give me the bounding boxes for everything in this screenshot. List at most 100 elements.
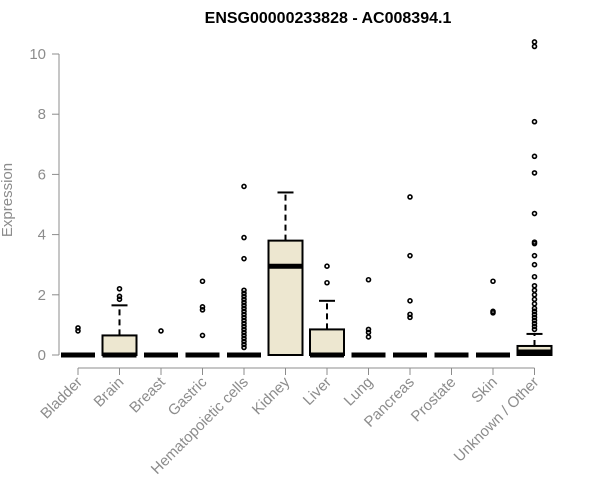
x-tick-label: Liver: [300, 374, 335, 409]
outlier-point: [241, 341, 247, 348]
box-group: [185, 278, 220, 358]
box-group: [144, 328, 178, 358]
outlier-point: [241, 234, 247, 241]
x-tick-label: Kidney: [249, 373, 294, 418]
outlier-point: [241, 299, 247, 306]
outlier-point: [531, 326, 538, 333]
outlier-point: [531, 39, 538, 45]
y-tick-label: 0: [38, 347, 46, 364]
outlier-point: [407, 298, 413, 304]
x-tick-label: Skin: [468, 374, 501, 407]
box-group: [516, 39, 553, 357]
outlier-point: [531, 308, 538, 315]
outlier-point: [531, 170, 538, 176]
outlier-point: [531, 252, 538, 259]
outlier-point: [531, 43, 538, 50]
box-group: [393, 194, 427, 358]
outlier-point: [116, 293, 123, 300]
outlier-point: [199, 278, 206, 285]
y-tick-label: 6: [38, 166, 46, 183]
outlier-point: [531, 239, 538, 245]
outlier-point: [241, 183, 247, 190]
outlier-point: [407, 311, 413, 318]
outlier-point: [365, 334, 372, 340]
x-tick-label: Prostate: [408, 374, 460, 426]
y-axis-label: Expression: [0, 163, 16, 237]
outlier-point: [241, 314, 247, 321]
box-body: [309, 328, 345, 357]
outlier-point: [531, 296, 538, 303]
outlier-point: [241, 302, 247, 309]
outlier-point: [158, 328, 164, 334]
outlier-point: [531, 317, 538, 324]
box-group: [351, 276, 386, 358]
outlier-point: [241, 323, 247, 330]
outlier-point: [241, 305, 247, 312]
outlier-point: [531, 301, 538, 307]
outlier-point: [116, 296, 123, 303]
box-group: [267, 191, 304, 356]
outlier-point: [241, 332, 247, 339]
outlier-point: [531, 153, 538, 160]
outlier-point: [365, 326, 372, 333]
outlier-point: [241, 296, 247, 303]
y-tick-label: 2: [38, 287, 46, 304]
box-body: [101, 334, 138, 356]
outlier-point: [365, 329, 372, 336]
outlier-point: [407, 252, 413, 259]
outlier-point: [531, 210, 538, 217]
outlier-point: [531, 323, 538, 330]
outlier-point: [407, 314, 413, 321]
box-group: [309, 263, 345, 358]
box-group: [101, 285, 138, 358]
outlier-point: [324, 263, 330, 270]
x-tick-label: Bladder: [37, 374, 86, 423]
outlier-point: [531, 287, 538, 294]
outlier-point: [241, 326, 247, 333]
outlier-point: [531, 314, 538, 321]
outlier-point: [241, 255, 247, 262]
box-group: [476, 278, 510, 358]
outlier-point: [241, 290, 247, 297]
outlier-point: [241, 311, 247, 318]
box-group: [61, 325, 95, 358]
outlier-point: [241, 335, 247, 342]
x-tick-label: Lung: [341, 374, 377, 410]
outlier-point: [241, 293, 247, 300]
outlier-point: [75, 328, 81, 334]
outlier-point: [199, 307, 206, 313]
outlier-point: [490, 278, 496, 285]
outlier-point: [241, 329, 247, 336]
outlier-point: [241, 338, 247, 345]
outlier-point: [531, 311, 538, 318]
outlier-point: [490, 308, 496, 315]
outlier-point: [531, 305, 538, 312]
y-tick-label: 8: [38, 106, 46, 123]
box-group: [227, 183, 261, 358]
outlier-point: [365, 276, 372, 283]
outlier-point: [241, 344, 247, 351]
outlier-point: [241, 317, 247, 324]
outlier-point: [324, 279, 330, 286]
outlier-point: [199, 332, 206, 339]
outlier-point: [116, 285, 123, 292]
outlier-point: [531, 282, 538, 289]
outlier-point: [241, 287, 247, 294]
y-tick-label: 4: [38, 227, 46, 244]
outlier-point: [199, 304, 206, 310]
outlier-point: [531, 118, 538, 125]
x-tick-label: Brain: [91, 374, 128, 411]
outlier-point: [531, 261, 538, 268]
x-tick-label: Breast: [126, 373, 169, 416]
chart-title: ENSG00000233828 - AC008394.1: [205, 10, 452, 27]
boxes: [61, 39, 553, 358]
y-tick-label: 10: [29, 46, 46, 63]
outlier-point: [407, 194, 413, 200]
outlier-point: [241, 320, 247, 327]
outlier-point: [241, 308, 247, 315]
box-body: [267, 239, 304, 356]
outlier-point: [531, 291, 538, 298]
outlier-point: [531, 320, 538, 327]
outlier-point: [75, 325, 81, 331]
